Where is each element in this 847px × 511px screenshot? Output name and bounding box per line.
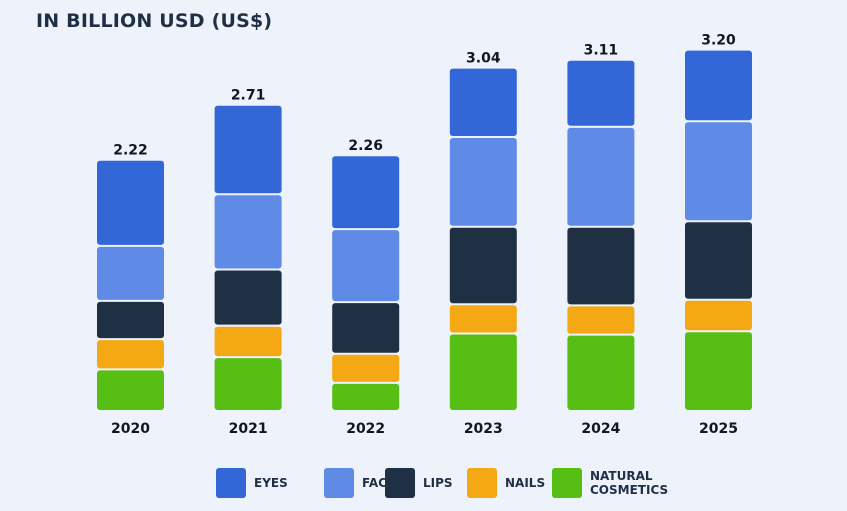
bar-2020-lips xyxy=(97,301,164,339)
bar-2020-natural-cosmetics xyxy=(97,370,164,410)
legend-item-lips: LIPS xyxy=(385,466,453,500)
legend-swatch-nails xyxy=(467,468,497,498)
x-tick-label-2020: 2020 xyxy=(111,421,150,437)
bar-2025-eyes xyxy=(685,50,752,121)
x-tick-label-2025: 2025 xyxy=(699,421,738,437)
data-label-2025: 3.20 xyxy=(701,33,736,49)
bar-2022-face xyxy=(332,230,400,302)
x-tick-label-2021: 2021 xyxy=(229,421,268,437)
plot-area: 2.22 2020 2.71 2021 2.26 2022 3.04 2023 3.11 2024… xyxy=(97,33,752,437)
bar-2021-face xyxy=(214,195,282,269)
legend-swatch-eyes xyxy=(216,468,246,498)
legend-item-nails: NAILS xyxy=(467,466,545,500)
bar-2023-lips xyxy=(449,227,517,304)
bar-2023-nails xyxy=(449,305,517,333)
legend-swatch-lips xyxy=(385,468,415,498)
x-tick-label-2023: 2023 xyxy=(464,421,503,437)
bar-2022-lips xyxy=(332,303,400,353)
legend-label-eyes: EYES xyxy=(254,476,288,490)
bar-2022-natural-cosmetics xyxy=(332,383,400,410)
data-label-2021: 2.71 xyxy=(231,88,266,104)
data-label-2020: 2.22 xyxy=(113,143,148,159)
bar-2024-nails xyxy=(567,306,635,334)
y-axis-title: IN BILLION USD (US$) xyxy=(36,10,273,32)
data-label-2024: 3.11 xyxy=(584,43,619,59)
bar-2024-natural-cosmetics xyxy=(567,335,635,410)
bar-2020-eyes xyxy=(97,160,164,245)
legend-item-natural-cosmetics: NATURAL COSMETICS xyxy=(552,466,668,500)
bar-2024-eyes xyxy=(567,60,635,126)
bar-2025-lips xyxy=(685,222,752,299)
bar-2020-nails xyxy=(97,340,164,369)
bar-2025-natural-cosmetics xyxy=(685,332,752,410)
bar-2021-lips xyxy=(214,270,282,325)
bar-2023-natural-cosmetics xyxy=(449,334,517,410)
legend-label-nails: NAILS xyxy=(505,476,546,490)
legend-swatch-natural-cosmetics xyxy=(552,468,582,498)
bar-2021-natural-cosmetics xyxy=(214,358,282,410)
data-label-2023: 3.04 xyxy=(466,51,501,67)
legend-item-eyes: EYES xyxy=(216,466,288,500)
x-tick-label-2022: 2022 xyxy=(346,421,385,437)
bar-2025-face xyxy=(685,122,752,221)
bar-2023-face xyxy=(449,138,517,226)
bar-2023-eyes xyxy=(449,68,517,136)
bar-2024-lips xyxy=(567,227,635,305)
legend-label-lips: LIPS xyxy=(423,476,453,490)
bar-2022-eyes xyxy=(332,156,400,229)
x-tick-label-2024: 2024 xyxy=(581,421,620,437)
bar-2021-nails xyxy=(214,326,282,357)
data-label-2022: 2.26 xyxy=(348,138,383,154)
bar-2025-nails xyxy=(685,300,752,331)
bar-2020-face xyxy=(97,246,164,300)
bar-2021-eyes xyxy=(214,105,282,194)
legend-swatch-face xyxy=(324,468,354,498)
bar-2022-nails xyxy=(332,354,400,382)
bar-2024-face xyxy=(567,127,635,226)
legend-label-natural-cosmetics: NATURAL COSMETICS xyxy=(590,469,669,497)
